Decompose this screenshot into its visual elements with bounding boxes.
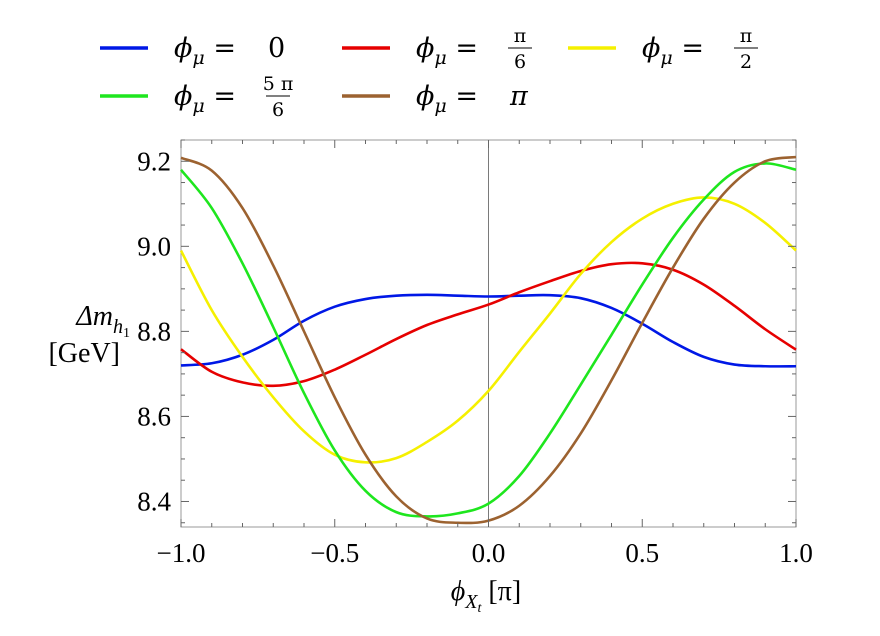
legend-item-2: ϕμ = π 2 [568,25,758,73]
y-tick-label: 8.6 [137,401,171,431]
y-axis-label-line2: [GeV] [48,338,120,369]
series-line-2 [179,196,797,464]
legend-item-0: ϕμ = 0 [100,33,285,69]
x-tick-label: −1.0 [157,538,206,568]
series-layer [179,155,797,525]
x-tick-label: 0.5 [625,538,659,568]
legend-label: ϕμ = [416,33,478,69]
series-line-0 [180,293,797,368]
legend-frac-den: 2 [740,51,752,73]
legend-label: ϕμ = [642,33,704,69]
legend-frac-den: 6 [272,99,284,121]
legend-frac-num: π [514,25,527,47]
y-tick-label: 9.2 [137,146,171,176]
x-axis-label: ϕXt [π] [451,576,521,616]
legend-value: 0 [268,33,285,64]
legend-label: ϕμ = [174,33,236,69]
legend-label: ϕμ = [416,81,478,117]
y-tick-label: 9.0 [137,231,171,261]
legend-label: ϕμ = [174,81,236,117]
legend-frac-num: 5 π [263,73,294,95]
x-tick-label: 0.0 [472,538,506,568]
series-line-3 [179,162,797,518]
ticks: −1.0 −0.5 0.0 0.5 1.0 8.4 8.6 8.8 9.0 9.2 [137,139,813,568]
x-tick-label: 1.0 [779,538,813,568]
legend-frac-num: π [740,25,753,47]
legend-item-1: ϕμ = π 6 [342,25,532,73]
series-line-4 [180,155,797,525]
x-tick-label: −0.5 [310,538,359,568]
axis-labels: Δmh1 [GeV] ϕXt [π] [48,301,521,616]
y-tick-label: 8.8 [137,316,171,346]
legend-frac-den: 6 [514,51,526,73]
series-line-1 [180,261,797,388]
legend-item-3: ϕμ = 5 π 6 [100,73,293,121]
legend-item-4: ϕμ = π [342,81,529,117]
y-tick-label: 8.4 [137,486,171,516]
legend-value: π [509,81,529,112]
y-axis-label-line1: Δmh1 [75,301,130,341]
